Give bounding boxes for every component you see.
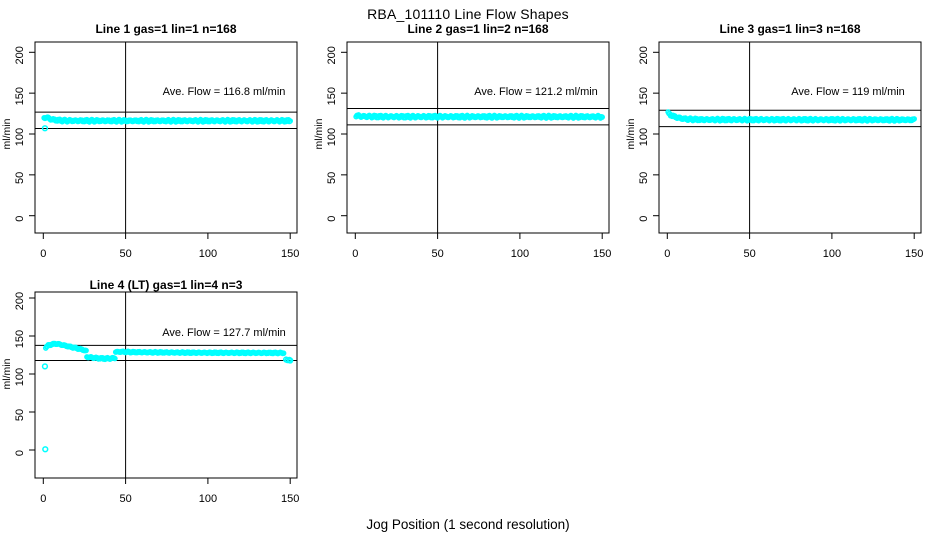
svg-text:50: 50	[743, 248, 755, 260]
plot-line4: Line 4 (LT) gas=1 lin=4 n=3 0 50 100 150 0 50…	[0, 270, 312, 540]
svg-text:0: 0	[326, 216, 338, 222]
plot-line4-ave-flow-label: Ave. Flow = 127.7 ml/min	[162, 327, 286, 339]
plot-line4-title: Line 4 (LT) gas=1 lin=4 n=3	[89, 278, 243, 292]
plot-line1-title: Line 1 gas=1 lin=1 n=168	[95, 22, 237, 36]
x-axis-shared-label: Jog Position (1 second resolution)	[366, 517, 570, 532]
plot-line1-chart: 0 50 100 150 0 50 100 150 200 ml/min	[1, 41, 299, 260]
svg-text:50: 50	[431, 248, 443, 260]
svg-text:150: 150	[326, 87, 338, 105]
svg-text:100: 100	[326, 128, 338, 146]
svg-text:0: 0	[40, 493, 46, 505]
svg-text:ml/min: ml/min	[1, 358, 13, 389]
svg-text:50: 50	[14, 172, 26, 184]
svg-text:50: 50	[119, 248, 131, 260]
svg-text:ml/min: ml/min	[625, 118, 637, 149]
svg-text:150: 150	[281, 493, 299, 505]
svg-text:150: 150	[14, 330, 26, 348]
svg-text:150: 150	[638, 87, 650, 105]
svg-text:0: 0	[352, 248, 358, 260]
plot-line1: Line 1 gas=1 lin=1 n=168 0 50 100 150 0 50 100…	[0, 0, 312, 270]
svg-text:200: 200	[638, 46, 650, 64]
svg-text:200: 200	[14, 292, 26, 310]
svg-text:100: 100	[199, 248, 217, 260]
svg-text:100: 100	[823, 248, 841, 260]
svg-text:0: 0	[638, 216, 650, 222]
svg-text:0: 0	[14, 216, 26, 222]
svg-text:100: 100	[14, 368, 26, 386]
svg-text:ml/min: ml/min	[313, 118, 325, 149]
plot-line2: Line 2 gas=1 lin=2 n=168 0 50 100 150 0 50 100…	[312, 0, 624, 270]
svg-text:50: 50	[638, 172, 650, 184]
svg-text:150: 150	[281, 248, 299, 260]
plot-line3-ave-flow-label: Ave. Flow = 119 ml/min	[791, 86, 905, 98]
svg-text:50: 50	[119, 493, 131, 505]
svg-text:0: 0	[14, 450, 26, 456]
svg-text:100: 100	[14, 128, 26, 146]
svg-text:100: 100	[199, 493, 217, 505]
plot-line4-chart: 0 50 100 150 0 50 100 150 200 ml/min	[1, 291, 299, 505]
svg-text:150: 150	[14, 87, 26, 105]
svg-text:ml/min: ml/min	[1, 118, 13, 149]
plot-line3: Line 3 gas=1 lin=3 n=168 0 50 100 150 0 50 100…	[624, 0, 936, 270]
svg-text:100: 100	[511, 248, 529, 260]
plot-line2-ave-flow-label: Ave. Flow = 121.2 ml/min	[474, 86, 598, 98]
plot-line3-title: Line 3 gas=1 lin=3 n=168	[719, 22, 861, 36]
svg-text:0: 0	[40, 248, 46, 260]
plot-line2-title: Line 2 gas=1 lin=2 n=168	[407, 22, 549, 36]
svg-text:150: 150	[905, 248, 923, 260]
svg-text:50: 50	[14, 409, 26, 421]
svg-text:0: 0	[664, 248, 670, 260]
svg-text:50: 50	[326, 172, 338, 184]
plot-line2-chart: 0 50 100 150 0 50 100 150 200 ml/min	[313, 41, 611, 260]
plot-line1-ave-flow-label: Ave. Flow = 116.8 ml/min	[162, 86, 286, 98]
svg-text:200: 200	[14, 46, 26, 64]
svg-text:100: 100	[638, 128, 650, 146]
main-title: RBA_101110 Line Flow Shapes	[367, 6, 569, 22]
plot-line3-chart: 0 50 100 150 0 50 100 150 200 ml/min	[625, 41, 923, 260]
svg-text:200: 200	[326, 46, 338, 64]
svg-text:150: 150	[593, 248, 611, 260]
